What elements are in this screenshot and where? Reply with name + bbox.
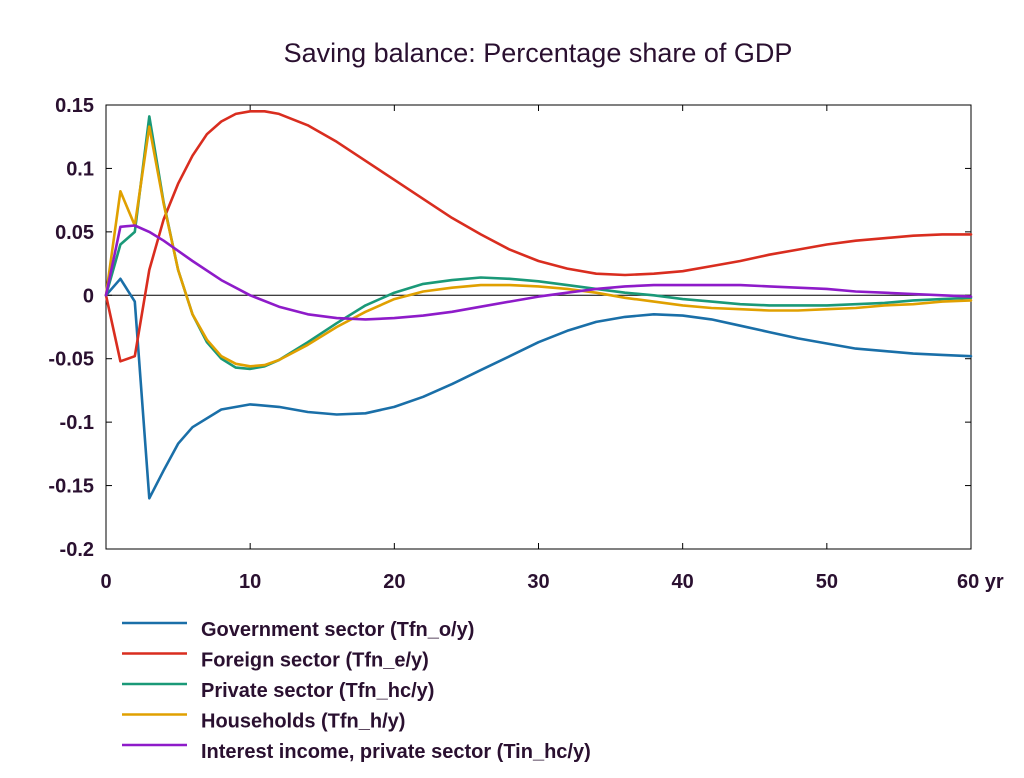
y-tick-label: 0 [83, 285, 94, 307]
x-tick-label: 60 yr [957, 571, 1004, 593]
legend-label: Government sector (Tfn_o/y) [201, 619, 474, 641]
legend-entry: Interest income, private sector (Tin_hc/… [122, 741, 591, 763]
y-tick-label: 0.1 [66, 158, 94, 180]
x-tick-label: 10 [239, 571, 261, 593]
y-tick-label: -0.2 [60, 539, 94, 561]
axes: 0.15 0.1 0.05 0 -0.05 -0.1 -0.15 -0.2 0 10 20 30 40 5… [48, 95, 1004, 593]
series-line-1 [104, 110, 973, 363]
chart-title: Saving balance: Percentage share of GDP [284, 38, 793, 68]
legend-label: Households (Tfn_h/y) [201, 711, 405, 733]
legend-entry: Foreign sector (Tfn_e/y) [122, 650, 429, 672]
series-line-0 [104, 277, 973, 500]
x-tick-label: 30 [527, 571, 549, 593]
legend-entry: Private sector (Tfn_hc/y) [122, 680, 434, 702]
y-tick-label: -0.05 [48, 349, 94, 371]
y-tick-label: 0.05 [55, 222, 94, 244]
x-tick-label: 40 [672, 571, 694, 593]
y-tick-label: -0.15 [48, 476, 94, 498]
y-tick-label: -0.1 [60, 412, 94, 434]
legend-entry: Households (Tfn_h/y) [122, 711, 405, 733]
legend-label: Private sector (Tfn_hc/y) [201, 680, 434, 702]
y-tick-label: 0.15 [55, 95, 94, 117]
legend: Government sector (Tfn_o/y) Foreign secto… [122, 619, 591, 763]
legend-entry: Government sector (Tfn_o/y) [122, 619, 474, 641]
x-tick-label: 50 [816, 571, 838, 593]
legend-label: Interest income, private sector (Tin_hc/… [201, 741, 591, 763]
legend-label: Foreign sector (Tfn_e/y) [201, 650, 429, 672]
x-tick-label: 0 [100, 571, 111, 593]
series-lines [104, 110, 973, 500]
x-tick-label: 20 [383, 571, 405, 593]
series-line-4 [104, 224, 973, 321]
plot-area-frame [105, 104, 972, 550]
series-line-3 [104, 125, 973, 368]
